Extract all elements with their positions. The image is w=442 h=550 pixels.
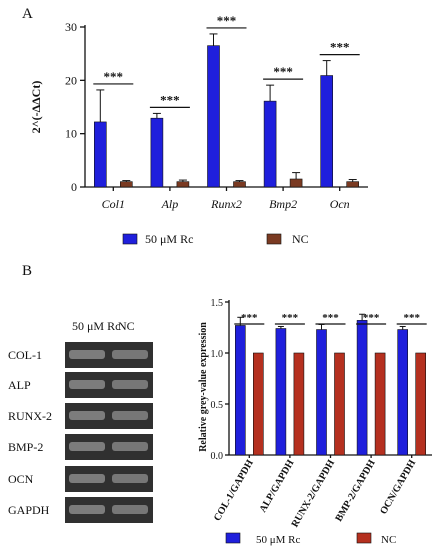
chart-b-bar [415,352,427,456]
chart-a-bar [263,100,277,188]
blot-band [69,411,105,420]
legend-b-nc-swatch [356,532,372,544]
chart-b-bar [235,325,246,456]
blot-band [112,442,148,451]
chart-b-bar [397,329,409,456]
chart-b-bar [253,352,264,456]
blot-protein-label: BMP-2 [8,440,43,454]
chart-a-bar [94,121,107,188]
chart-b-y-tick-label: 1.5 [211,298,224,309]
blot-protein-label: COL-1 [8,348,42,362]
blot-band [69,350,105,359]
chart-b-category-label: OCN/GAPDH [378,458,418,517]
chart-a-bar [289,178,303,188]
chart-a-bar [150,117,164,188]
blot-lane-label-nc: NC [118,319,135,333]
chart-a-y-tick-label: 0 [71,180,77,194]
blot-band [69,442,105,451]
chart-a-y-tick-label: 20 [65,73,77,87]
chart-a-significance-label: *** [330,40,350,55]
chart-a-category-label: Runx2 [210,197,242,211]
chart-a-significance-label: *** [273,64,293,79]
blot-band [112,350,148,359]
chart-b-bar [334,352,345,456]
blot-protein-label: RUNX-2 [8,409,52,423]
chart-b-category-label: COL-1/GAPDH [212,458,256,523]
blot-band [69,474,105,483]
chart-a-bar [176,181,190,188]
chart-b-y-axis-label: Relative grey-value expression [198,322,209,452]
legend-b-rc-swatch [225,532,241,544]
chart-a-bar [346,181,360,188]
chart-a-bar [207,45,220,188]
chart-a-category-label: Col1 [102,197,125,211]
chart-a-y-tick-label: 10 [65,127,77,141]
chart-a: 2^(-ΔΔCt) 0 10 20 30 *** Col1 *** Alp *** Runx2 **… [29,13,368,211]
chart-b-category-label: RUNX-2/GAPDH [290,458,338,530]
blot-band [112,380,148,389]
chart-b-bar [275,328,287,456]
blot-band [69,505,105,514]
chart-b-y-tick-label: 1.0 [211,349,224,360]
chart-a-significance-label: *** [160,92,180,107]
blot-lane-label-rc: 50 μM Rc [72,319,120,333]
chart-a-y-axis-label: 2^(-ΔΔCt) [29,81,43,134]
western-blot: 50 μM Rc NC COL-1 ALP RUNX-2 BMP-2 OCN GAPDH [8,319,153,523]
chart-b-significance-label: *** [241,312,258,324]
chart-b: Relative grey-value expression 0.0 0.5 1.0… [198,298,432,529]
chart-a-category-label: Alp [161,197,179,211]
chart-a-significance-label: *** [217,13,237,28]
chart-a-bar [120,181,133,188]
chart-b-bar [293,352,305,456]
legend-b-nc-label: NC [381,534,396,546]
chart-b-legend: 50 μM Rc NC [225,532,396,546]
panel-label-b: B [22,263,32,279]
legend-a-rc-swatch [122,233,138,245]
legend-a-nc-swatch [266,233,282,245]
chart-a-legend: 50 μM Rc NC [122,232,309,246]
blot-band [112,411,148,420]
chart-b-bar [316,329,327,456]
blot-protein-label: OCN [8,472,34,486]
chart-b-category-label: ALP/GAPDH [258,458,297,515]
chart-b-y-tick-label: 0.0 [211,451,224,462]
chart-a-significance-label: *** [104,69,124,84]
chart-b-significance-label: *** [282,312,299,324]
chart-a-bar [320,75,334,188]
chart-a-y-tick-label: 30 [65,20,77,34]
legend-a-rc-label: 50 μM Rc [145,232,193,246]
blot-band [112,505,148,514]
chart-a-bar [233,181,246,188]
blot-band [112,474,148,483]
legend-a-nc-label: NC [292,232,309,246]
chart-b-bar [356,320,368,456]
chart-b-significance-label: *** [322,312,339,324]
blot-band [69,380,105,389]
blot-protein-label: GAPDH [8,503,50,517]
legend-b-rc-label: 50 μM Rc [256,534,301,546]
chart-a-category-label: Bmp2 [269,197,297,211]
chart-b-bar [374,352,386,456]
chart-b-category-label: BMP-2/GAPDH [333,458,377,524]
chart-b-significance-label: *** [363,312,380,324]
blot-protein-label: ALP [8,378,31,392]
chart-b-y-tick-label: 0.5 [211,400,224,411]
panel-label-a: A [22,6,33,22]
chart-b-significance-label: *** [403,312,420,324]
chart-a-category-label: Ocn [330,197,350,211]
